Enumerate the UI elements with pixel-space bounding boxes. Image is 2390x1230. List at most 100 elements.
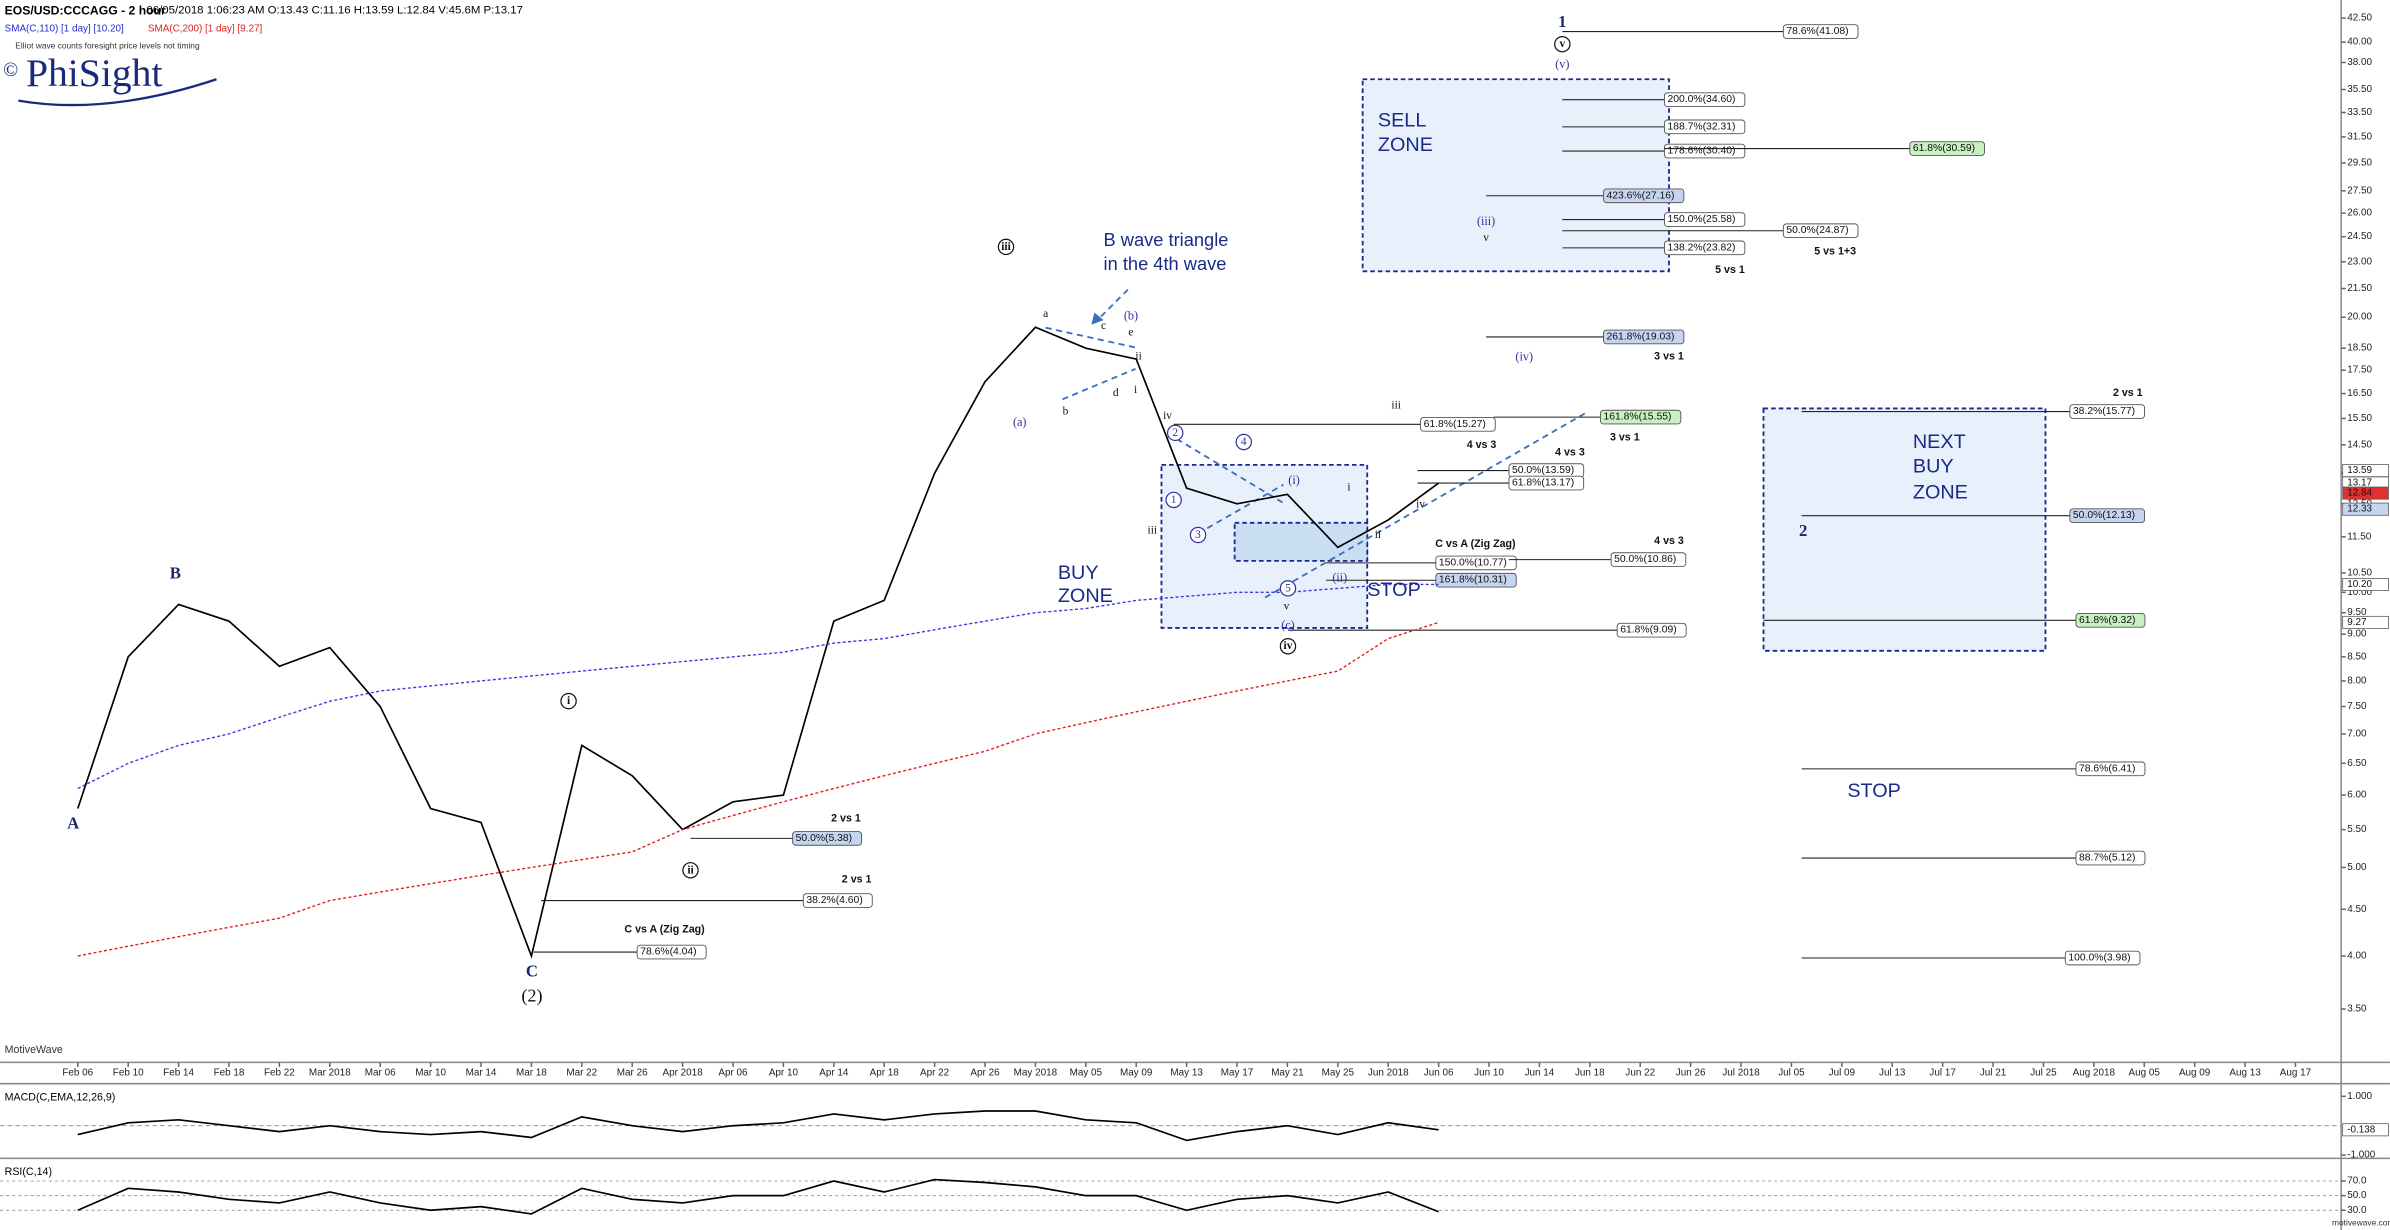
y-tick-label: 23.00 bbox=[2347, 256, 2372, 267]
y-tick-label: 35.50 bbox=[2347, 84, 2372, 95]
y-tick-label: 14.50 bbox=[2347, 439, 2372, 450]
price-tag-label: 13.17 bbox=[2347, 478, 2372, 489]
wave-label: ZONE bbox=[1913, 481, 1968, 503]
wave-label: in the 4th wave bbox=[1104, 253, 1227, 274]
x-tick-label: May 21 bbox=[1271, 1068, 1304, 1079]
y-tick-label: 4.00 bbox=[2347, 951, 2367, 962]
wave-label: iv bbox=[1163, 410, 1172, 422]
wave-label: 5 vs 1+3 bbox=[1814, 245, 1856, 257]
level-label-box bbox=[792, 831, 863, 846]
level-label-box bbox=[1663, 212, 1746, 227]
wave-circle bbox=[1279, 580, 1297, 597]
y-tick-label: 40.00 bbox=[2347, 37, 2372, 48]
y-tick-label: 10.50 bbox=[2347, 567, 2372, 578]
level-label-box bbox=[1435, 572, 1517, 588]
y-tick-label: 27.50 bbox=[2347, 185, 2372, 196]
level-label-box bbox=[1782, 223, 1859, 239]
wave-label: i bbox=[1134, 384, 1137, 396]
wave-label: c bbox=[1101, 320, 1106, 332]
x-tick-label: Feb 06 bbox=[62, 1068, 93, 1079]
x-tick-label: May 2018 bbox=[1014, 1068, 1058, 1079]
wave-label: a bbox=[1043, 308, 1048, 320]
level-label: 100.0%(3.98) bbox=[2068, 953, 2130, 964]
wave-label: NEXT bbox=[1913, 431, 1966, 453]
wave-label: 1 bbox=[1171, 494, 1177, 506]
level-label: 50.0%(24.87) bbox=[1786, 225, 1848, 236]
wave-label: 2 bbox=[1172, 427, 1178, 439]
wave-label: ZONE bbox=[1378, 134, 1433, 156]
wave-label: (2) bbox=[521, 985, 542, 1006]
y-tick-label: 20.00 bbox=[2347, 312, 2372, 323]
wave-label: i bbox=[567, 695, 570, 707]
x-tick-label: Jun 06 bbox=[1424, 1068, 1454, 1079]
wave-label: C vs A (Zig Zag) bbox=[1435, 538, 1516, 550]
wave-circle bbox=[1165, 491, 1182, 509]
x-tick-label: May 25 bbox=[1322, 1068, 1355, 1079]
trend-line bbox=[1045, 326, 1136, 349]
x-tick-label: Aug 2018 bbox=[2073, 1068, 2116, 1079]
y-tick-label: 21.50 bbox=[2347, 283, 2372, 294]
chart-title: EOS/USD:CCCAGG - 2 hour bbox=[5, 4, 166, 18]
level-label: 50.0%(10.86) bbox=[1614, 554, 1676, 565]
price-tag-label: 12.33 bbox=[2347, 504, 2372, 515]
x-tick-label: May 05 bbox=[1070, 1068, 1103, 1079]
arrow-head bbox=[1091, 312, 1104, 325]
level-label: 78.6%(6.41) bbox=[2079, 763, 2135, 774]
wave-circle bbox=[1554, 35, 1571, 53]
y-tick-label: 26.00 bbox=[2347, 208, 2372, 219]
stop-zone bbox=[1233, 521, 1369, 562]
wave-circle bbox=[1235, 433, 1253, 451]
series-line bbox=[77, 583, 1439, 790]
y-tick-label: 16.50 bbox=[2347, 388, 2372, 399]
level-label: 61.8%(15.27) bbox=[1424, 419, 1486, 430]
x-tick-label: Apr 06 bbox=[718, 1068, 748, 1079]
note: Elliot wave counts foresight price level… bbox=[15, 41, 200, 51]
level-label-box bbox=[2075, 761, 2146, 777]
wave-label: 2 vs 1 bbox=[831, 812, 861, 824]
arrow bbox=[1096, 288, 1129, 321]
price-tag bbox=[2342, 502, 2389, 516]
price-tag bbox=[2342, 578, 2389, 591]
panel-title: RSI(C,14) bbox=[5, 1166, 52, 1178]
x-tick-label: Jul 17 bbox=[1929, 1068, 1955, 1079]
wave-label: 2 bbox=[1799, 521, 1807, 540]
wave-label: (i) bbox=[1288, 473, 1300, 487]
level-label: 61.8%(30.59) bbox=[1913, 143, 1975, 154]
y-tick-label: 29.50 bbox=[2347, 157, 2372, 168]
wave-circle bbox=[1166, 424, 1184, 442]
wave-label: STOP bbox=[1367, 579, 1421, 601]
level-label-box bbox=[2069, 404, 2146, 419]
wave-label: d bbox=[1113, 387, 1119, 399]
x-tick-label: Jun 10 bbox=[1474, 1068, 1504, 1079]
price-tag-label: 13.59 bbox=[2347, 465, 2372, 476]
y-tick-label: 6.50 bbox=[2347, 758, 2367, 769]
y-tick-label: 70.0 bbox=[2347, 1176, 2367, 1187]
level-label: 50.0%(13.59) bbox=[1512, 465, 1574, 476]
x-tick-label: Mar 06 bbox=[365, 1068, 396, 1079]
wave-label: 4 vs 3 bbox=[1654, 535, 1684, 547]
y-tick-label: 18.50 bbox=[2347, 343, 2372, 354]
y-tick-label: 9.50 bbox=[2347, 607, 2367, 618]
wave-label: iv bbox=[1416, 498, 1425, 510]
wave-label: C bbox=[526, 961, 538, 980]
wave-label: 5 vs 1 bbox=[1715, 264, 1745, 276]
y-tick-label: -1.000 bbox=[2347, 1150, 2376, 1161]
x-tick-label: Jun 2018 bbox=[1368, 1068, 1409, 1079]
x-tick-label: Feb 10 bbox=[113, 1068, 144, 1079]
wave-label: (a) bbox=[1013, 415, 1027, 429]
wave-label: C vs A (Zig Zag) bbox=[624, 924, 705, 936]
series-line bbox=[77, 1178, 1439, 1215]
wave-label: A bbox=[67, 814, 79, 833]
y-tick-label: 7.00 bbox=[2347, 728, 2367, 739]
wave-label: 4 vs 3 bbox=[1555, 447, 1585, 459]
x-tick-label: May 17 bbox=[1221, 1068, 1253, 1079]
trend-line bbox=[1264, 410, 1589, 599]
x-tick-label: Feb 18 bbox=[214, 1068, 245, 1079]
x-tick-label: Apr 14 bbox=[819, 1068, 849, 1079]
price-tag bbox=[2342, 486, 2389, 500]
level-label: 138.2%(23.82) bbox=[1667, 242, 1735, 253]
wave-label: i bbox=[1347, 482, 1350, 494]
x-tick-label: Mar 2018 bbox=[309, 1068, 351, 1079]
price-tag bbox=[2342, 1123, 2389, 1137]
x-tick-label: Mar 18 bbox=[516, 1068, 547, 1079]
